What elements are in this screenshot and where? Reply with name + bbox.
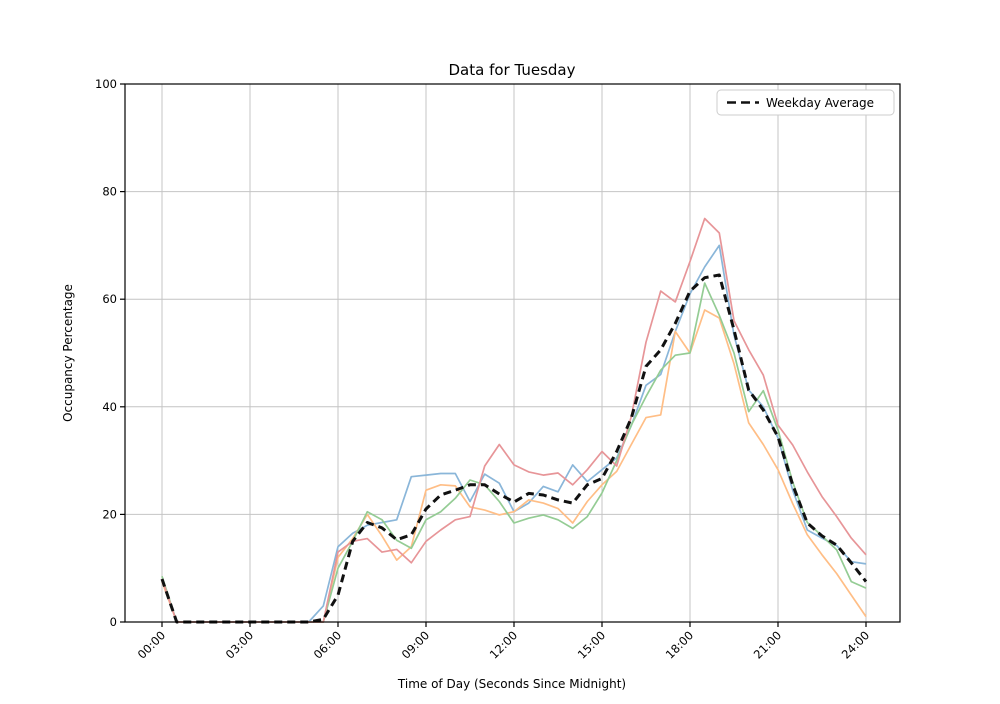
chart-title: Data for Tuesday: [448, 61, 575, 79]
y-tick-label: 40: [102, 400, 117, 414]
axis-tick-labels: 00:00 03:00 06:00 09:00 12:00 15:00 18:00 21:00…: [95, 77, 872, 662]
x-axis-label: Time of Day (Seconds Since Midnight): [397, 677, 626, 691]
x-tick-label: 15:00: [575, 628, 608, 661]
x-tick-label: 24:00: [839, 628, 872, 661]
y-axis-label: Occupancy Percentage: [61, 284, 75, 422]
x-tick-label: 09:00: [399, 628, 432, 661]
x-tick-label: 12:00: [487, 628, 520, 661]
legend-box: [716, 89, 895, 116]
x-tick-label: 03:00: [223, 628, 256, 661]
plot-border: [124, 83, 901, 623]
x-tick-label: 18:00: [663, 628, 696, 661]
axis-ticks: [120, 83, 867, 627]
x-tick-label: 00:00: [135, 628, 168, 661]
grid-lines: [125, 83, 900, 623]
y-tick-label: 0: [110, 615, 117, 629]
legend: Weekday Average: [716, 89, 895, 116]
x-tick-label: 21:00: [751, 628, 784, 661]
y-tick-label: 20: [102, 507, 117, 521]
legend-item-label: Weekday Average: [766, 96, 874, 110]
y-tick-label: 80: [102, 185, 117, 199]
x-tick-label: 06:00: [311, 628, 344, 661]
y-tick-label: 100: [95, 77, 117, 91]
y-tick-label: 60: [102, 292, 117, 306]
